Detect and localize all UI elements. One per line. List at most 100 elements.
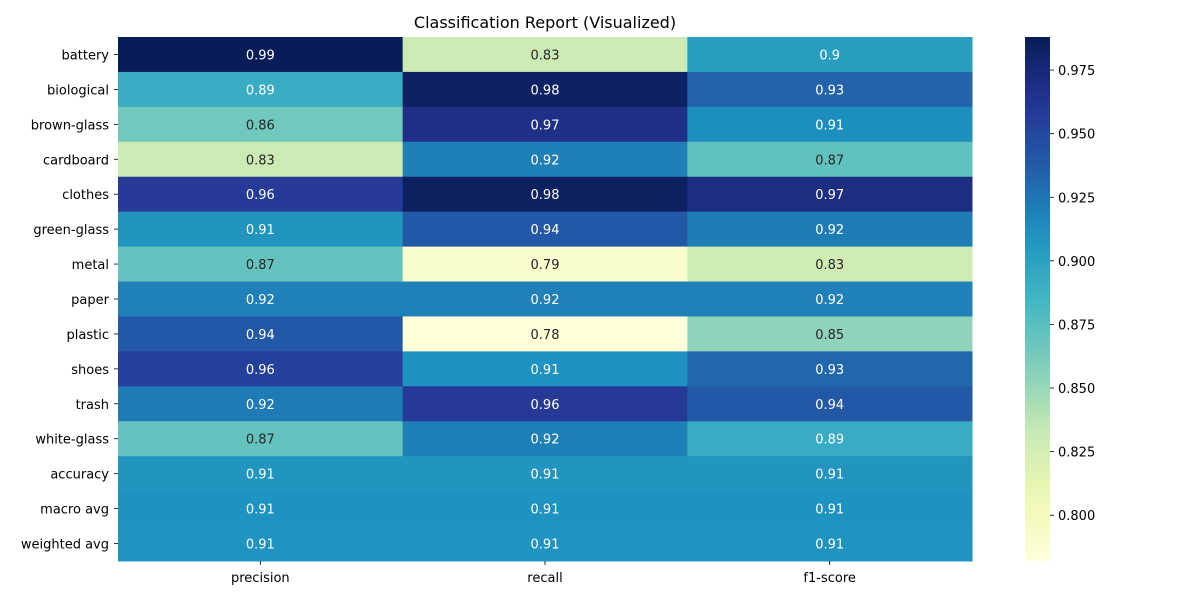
row-tick-label: trash	[76, 398, 109, 413]
heatmap-cell	[118, 246, 404, 283]
row-tick-label: accuracy	[50, 468, 109, 483]
colorbar-tick-label: 0.925	[1058, 191, 1095, 206]
cell-value-label: 0.96	[246, 188, 275, 203]
row-tick-label: macro avg	[40, 503, 109, 518]
cell-value-label: 0.91	[815, 538, 844, 553]
heatmap-cell	[687, 421, 973, 457]
cell-value-label: 0.9	[819, 48, 840, 63]
heatmap-cell	[687, 141, 973, 178]
cell-value-label: 0.78	[531, 328, 560, 343]
column-tick-label: f1-score	[803, 571, 855, 586]
row-tick-label: battery	[62, 48, 110, 63]
heatmap-cells: 0.99 0.83 0.9 0.89 0.98 0.93 0.86 0.97 0.91 0.83 0…	[118, 37, 973, 562]
heatmap-cell	[118, 211, 404, 248]
heatmap-cell	[687, 37, 973, 73]
cell-value-label: 0.91	[246, 223, 275, 238]
row-tick-label: cardboard	[43, 153, 109, 168]
cell-value-label: 0.97	[815, 188, 844, 203]
heatmap-cell	[402, 281, 688, 317]
row-tick-label: green-glass	[33, 223, 109, 238]
cell-value-label: 0.92	[246, 398, 275, 413]
cell-value-label: 0.91	[815, 468, 844, 483]
cell-value-label: 0.91	[531, 468, 560, 483]
cell-value-label: 0.83	[531, 48, 560, 63]
heatmap-cell	[402, 386, 688, 422]
cell-value-label: 0.94	[815, 398, 844, 413]
heatmap-cell	[687, 246, 973, 283]
heatmap-cell	[118, 106, 404, 143]
heatmap-cell	[118, 37, 404, 73]
heatmap-cell	[402, 176, 688, 213]
colorbar: 0.800 0.825 0.850 0.875 0.900 0.925 0.950 0.975	[1025, 37, 1095, 561]
row-tick-label: plastic	[67, 328, 109, 343]
heatmap-cell	[402, 71, 688, 108]
cell-value-label: 0.92	[531, 153, 560, 168]
cell-value-label: 0.79	[531, 258, 560, 273]
row-tick-label: paper	[71, 293, 109, 308]
heatmap-cell	[118, 386, 404, 422]
cell-value-label: 0.91	[531, 503, 560, 518]
column-tick-labels: precision recall f1-score	[231, 561, 856, 586]
heatmap-cell	[118, 141, 404, 178]
heatmap-cell	[687, 71, 973, 108]
cell-value-label: 0.98	[531, 83, 560, 98]
cell-value-label: 0.92	[246, 293, 275, 308]
cell-value-label: 0.87	[246, 258, 275, 273]
colorbar-tick-label: 0.850	[1058, 382, 1095, 397]
heatmap-cell	[402, 421, 688, 457]
colorbar-tick-label: 0.800	[1058, 509, 1095, 524]
row-tick-label: weighted avg	[21, 538, 109, 553]
heatmap-cell	[687, 176, 973, 213]
cell-value-label: 0.92	[531, 293, 560, 308]
row-tick-labels: battery biological brown-glass cardboard clo…	[21, 48, 118, 553]
cell-value-label: 0.89	[815, 433, 844, 448]
cell-value-label: 0.87	[246, 433, 275, 448]
row-tick-label: biological	[47, 83, 109, 98]
cell-value-label: 0.96	[246, 363, 275, 378]
cell-value-label: 0.92	[815, 293, 844, 308]
cell-value-label: 0.87	[815, 153, 844, 168]
cell-value-label: 0.96	[531, 398, 560, 413]
heatmap-cell	[402, 456, 688, 492]
heatmap-cell	[687, 526, 973, 562]
cell-value-label: 0.93	[815, 83, 844, 98]
heatmap-cell	[118, 281, 404, 317]
heatmap-cell	[402, 106, 688, 143]
colorbar-tick-label: 0.875	[1058, 318, 1095, 333]
heatmap-cell	[118, 491, 404, 527]
cell-value-label: 0.83	[815, 258, 844, 273]
heatmap-cell	[687, 386, 973, 422]
cell-value-label: 0.91	[815, 503, 844, 518]
colorbar-gradient	[1025, 37, 1050, 561]
heatmap-cell	[118, 526, 404, 562]
cell-value-label: 0.83	[246, 153, 275, 168]
heatmap-cell	[118, 176, 404, 213]
heatmap-cell	[687, 106, 973, 143]
cell-value-label: 0.86	[246, 118, 275, 133]
heatmap-cell	[687, 211, 973, 248]
heatmap-cell	[118, 351, 404, 387]
heatmap-cell	[402, 211, 688, 248]
heatmap-cell	[402, 246, 688, 283]
cell-value-label: 0.92	[815, 223, 844, 238]
cell-value-label: 0.97	[531, 118, 560, 133]
heatmap-cell	[402, 491, 688, 527]
heatmap-cell	[118, 316, 404, 352]
heatmap-cell	[402, 316, 688, 352]
heatmap-cell	[402, 141, 688, 178]
cell-value-label: 0.94	[246, 328, 275, 343]
heatmap-cell	[402, 351, 688, 387]
heatmap-cell	[687, 351, 973, 387]
row-tick-label: brown-glass	[31, 118, 109, 133]
cell-value-label: 0.93	[815, 363, 844, 378]
chart-title: Classification Report (Visualized)	[414, 13, 676, 32]
cell-value-label: 0.98	[531, 188, 560, 203]
cell-value-label: 0.94	[531, 223, 560, 238]
colorbar-tick-label: 0.975	[1058, 64, 1095, 79]
cell-value-label: 0.85	[815, 328, 844, 343]
heatmap-cell	[118, 71, 404, 108]
cell-value-label: 0.91	[815, 118, 844, 133]
colorbar-tick-label: 0.900	[1058, 255, 1095, 270]
cell-value-label: 0.91	[246, 503, 275, 518]
